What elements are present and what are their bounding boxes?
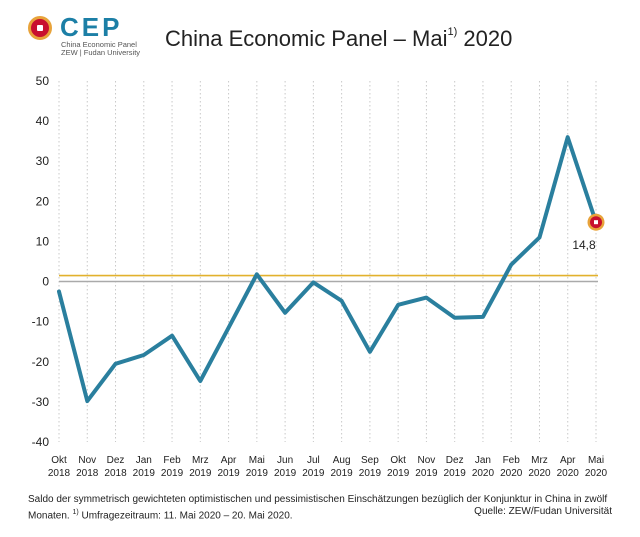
title-footnote-mark: 1) <box>447 25 458 38</box>
y-tick-label: -20 <box>32 355 50 369</box>
x-tick-label: Nov <box>78 455 96 466</box>
series-line <box>57 135 598 404</box>
x-tick-year-label: 2019 <box>133 468 156 479</box>
y-axis-labels: -40 -30 -20 -10 0 10 20 30 40 50 <box>32 74 50 449</box>
logo-subtitle-2: ZEW | Fudan University <box>61 48 141 57</box>
x-tick-year-label: 2020 <box>472 468 495 479</box>
x-tick-label: Sep <box>361 455 379 466</box>
x-tick-year-label: 2019 <box>415 468 438 479</box>
x-tick-label: Okt <box>51 455 67 466</box>
x-tick-year-label: 2019 <box>387 468 410 479</box>
last-value-label: 14,8 <box>572 238 596 252</box>
x-tick-label: Nov <box>418 455 436 466</box>
x-tick-year-label: 2019 <box>359 468 382 479</box>
x-tick-label: Jun <box>277 455 293 466</box>
x-tick-year-label: 2019 <box>274 468 297 479</box>
x-tick-year-label: 2019 <box>161 468 184 479</box>
x-tick-label: Dez <box>446 455 464 466</box>
x-tick-label: Dez <box>107 455 125 466</box>
series: 14,8 <box>57 135 605 404</box>
footnote: Saldo der symmetrisch gewichteten optimi… <box>28 493 618 522</box>
x-tick-label: Feb <box>163 455 181 466</box>
logo-emblem-icon <box>28 16 52 40</box>
chart-title: China Economic Panel – Mai1) 2020 <box>165 26 512 52</box>
y-tick-label: 30 <box>36 154 50 168</box>
title-year: 2020 <box>463 26 513 51</box>
last-point-marker-center <box>594 220 598 225</box>
y-tick-label: -40 <box>32 435 50 449</box>
footnote-line2a: Monaten. <box>28 510 73 522</box>
footnote-mark: 1) <box>72 509 79 516</box>
cep-logo: CEP China Economic Panel ZEW | Fudan Uni… <box>28 12 158 57</box>
y-tick-label: 20 <box>36 194 50 208</box>
x-tick-year-label: 2020 <box>500 468 523 479</box>
x-tick-year-label: 2019 <box>246 468 269 479</box>
grid <box>58 81 598 442</box>
x-tick-label: Mai <box>249 455 265 466</box>
x-tick-label: Mai <box>588 455 604 466</box>
y-tick-label: -10 <box>32 315 50 329</box>
x-tick-label: Jan <box>475 455 491 466</box>
y-tick-label: -30 <box>32 395 50 409</box>
title-main: China Economic Panel – Mai <box>165 26 448 51</box>
footnote-line2b: Umfragezeitraum: 11. Mai 2020 – 20. Mai … <box>78 510 293 522</box>
x-tick-label: Feb <box>503 455 521 466</box>
y-tick-label: 10 <box>36 234 50 248</box>
x-tick-year-label: 2020 <box>585 468 608 479</box>
x-tick-label: Aug <box>333 455 351 466</box>
x-tick-year-label: 2019 <box>302 468 325 479</box>
x-tick-year-label: 2020 <box>557 468 580 479</box>
y-tick-label: 50 <box>36 74 50 88</box>
x-tick-year-label: 2018 <box>48 468 71 479</box>
x-tick-year-label: 2018 <box>104 468 127 479</box>
x-tick-year-label: 2020 <box>528 468 551 479</box>
footnote-line1: Saldo der symmetrisch gewichteten optimi… <box>28 494 608 505</box>
x-tick-year-label: 2019 <box>331 468 354 479</box>
y-tick-label: 0 <box>42 275 49 289</box>
x-axis-labels: Okt 2018 Nov 2018 Dez 2018 Jan 2019 Feb 2019 Mrz 20… <box>48 455 608 479</box>
y-tick-label: 40 <box>36 114 50 128</box>
x-tick-label: Jan <box>136 455 152 466</box>
logo-word: CEP <box>60 12 123 42</box>
source-label: Quelle: ZEW/Fudan Universität <box>474 506 612 517</box>
x-tick-label: Okt <box>390 455 406 466</box>
x-tick-year-label: 2019 <box>189 468 212 479</box>
x-tick-label: Mrz <box>192 455 209 466</box>
x-tick-label: Jul <box>307 455 320 466</box>
x-tick-year-label: 2019 <box>444 468 467 479</box>
x-tick-year-label: 2018 <box>76 468 99 479</box>
x-tick-label: Apr <box>560 455 576 466</box>
x-tick-label: Apr <box>221 455 237 466</box>
logo-subtitle: China Economic Panel <box>61 40 137 49</box>
x-tick-year-label: 2019 <box>217 468 240 479</box>
x-tick-label: Mrz <box>531 455 548 466</box>
